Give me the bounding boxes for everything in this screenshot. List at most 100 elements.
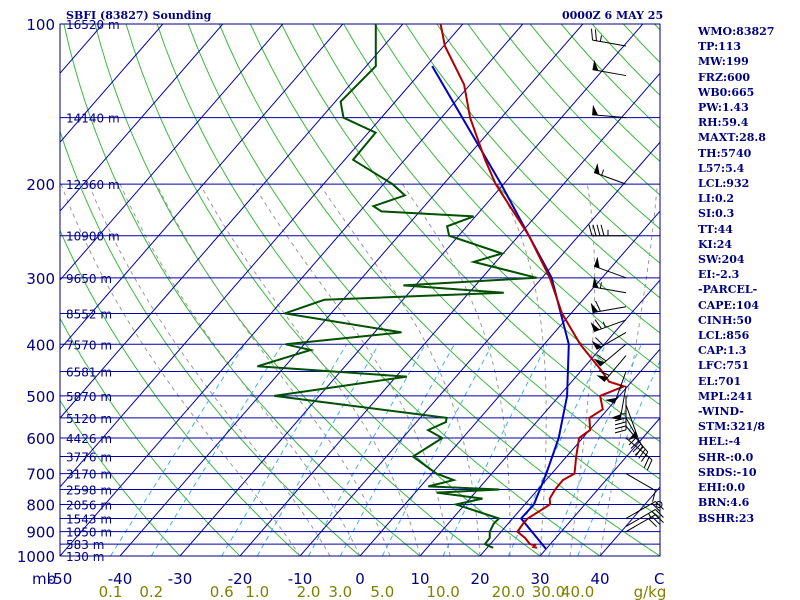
mixing-ratio-label: 30.0 [532,583,565,600]
index-item: WMO:83827 [698,25,775,38]
temperature-trace [439,23,627,549]
moist-adiabat [199,183,421,556]
index-item: CINH:50 [698,313,752,327]
barb-full [588,224,593,236]
height-label: 9650 m [66,272,112,286]
wind-barb [625,473,656,502]
index-item: L57:5.4 [698,161,745,175]
mixing-ratio-label: 0.6 [210,583,234,600]
barb-staff [625,425,649,453]
moist-adiabat [60,183,301,556]
barb-pennant [592,104,599,116]
moist-adiabat [599,184,658,556]
barb-full [632,443,642,453]
barb-full [614,425,627,430]
height-label: 2056 m [66,498,112,512]
index-item: EHI:0.0 [698,481,746,495]
barb-full [614,421,627,426]
index-item: CAP:1.3 [698,344,747,358]
barb-staff [592,39,627,47]
index-item: EI:-2.3 [698,268,740,282]
wind-barb [625,437,653,471]
moist-adiabat [88,183,331,556]
wind-barb [590,28,627,47]
barb-full [652,490,656,502]
temperature-tick-label: 10 [410,570,429,588]
isotherm [299,141,660,556]
pressure-tick-label: 400 [26,336,55,354]
dry-adiabat [436,24,660,264]
barb-full [600,224,605,236]
index-item: WB0:665 [698,85,755,99]
moist-adiabat [319,183,481,556]
dry-adiabat [374,24,660,334]
mixing-ratio-label: 1.0 [245,583,269,600]
sounding-indices: WMO:83827 TP:113 MW:199 FRZ:600 WB0:665 PW:1.… [698,24,774,526]
barb-staff [592,114,627,119]
barb-pennant [610,413,622,420]
barb-pennant [590,322,600,332]
barb-full [598,370,610,376]
mixing-ratio-label: 10.0 [426,583,459,600]
barb-staff [625,501,656,519]
index-item: STM:321/8 [698,420,765,434]
wind-barb [614,395,627,434]
barb-full [596,224,601,236]
index-item: MW:199 [698,55,749,69]
barb-half [648,513,652,519]
wind-barb [593,256,627,279]
barb-full [614,429,627,434]
barb-staff [625,514,656,533]
grid-layer [60,24,660,556]
barb-staff [625,437,653,461]
wind-barb [590,319,627,333]
pressure-tick-label: 900 [26,524,55,542]
isotherm [239,72,660,556]
height-label: 3776 m [66,450,112,464]
barb-full [651,516,661,526]
barb-full [595,300,601,312]
barb-full [595,337,604,346]
barb-full [643,457,650,468]
mixing-ratio-line [110,344,246,556]
index-item: TH:5740 [698,146,752,160]
mixing-ratio-label: 5.0 [370,583,394,600]
index-item: -WIND- [698,405,744,419]
pressure-tick-label: 600 [26,430,55,448]
temperature-tick-label: -40 [108,570,133,588]
mixing-ratio-line [256,344,380,556]
pressure-tick-label: 800 [26,496,55,514]
pressure-tick-label: 1000 [17,548,55,566]
temperature-tick-label: 30 [530,570,549,588]
barb-staff [593,319,627,333]
barb-pennant [590,302,599,313]
isotherm [60,24,164,143]
barb-staff [592,286,627,294]
wind-barb [604,371,627,404]
temperature-tick-label: 20 [470,570,489,588]
index-item: KI:24 [698,237,733,251]
mixing-ratio-line [308,344,426,556]
barb-half [602,321,606,328]
barb-staff [596,332,627,350]
index-item: SI:0.3 [698,207,735,221]
height-label: 6581 m [66,366,112,380]
wind-barb [593,343,627,367]
dry-adiabat [94,24,481,556]
moist-adiabat [156,183,391,556]
index-item: BRN:4.6 [698,496,750,510]
pressure-tick-label: 200 [26,176,55,194]
wind-barb [592,59,627,77]
barb-full [590,28,594,41]
index-item: PW:1.43 [698,101,749,115]
index-item: FRZ:600 [698,70,751,84]
index-item: TP:113 [698,40,742,54]
barb-full [655,514,664,524]
barb-pennant [592,276,599,288]
mixing-ratio-line [442,344,548,556]
isotherm [179,24,644,556]
barb-pennant [594,163,600,175]
pressure-tick-label: 300 [26,270,55,288]
wind-barb [592,104,627,119]
mixing-ratio-label: 3.0 [328,583,352,600]
